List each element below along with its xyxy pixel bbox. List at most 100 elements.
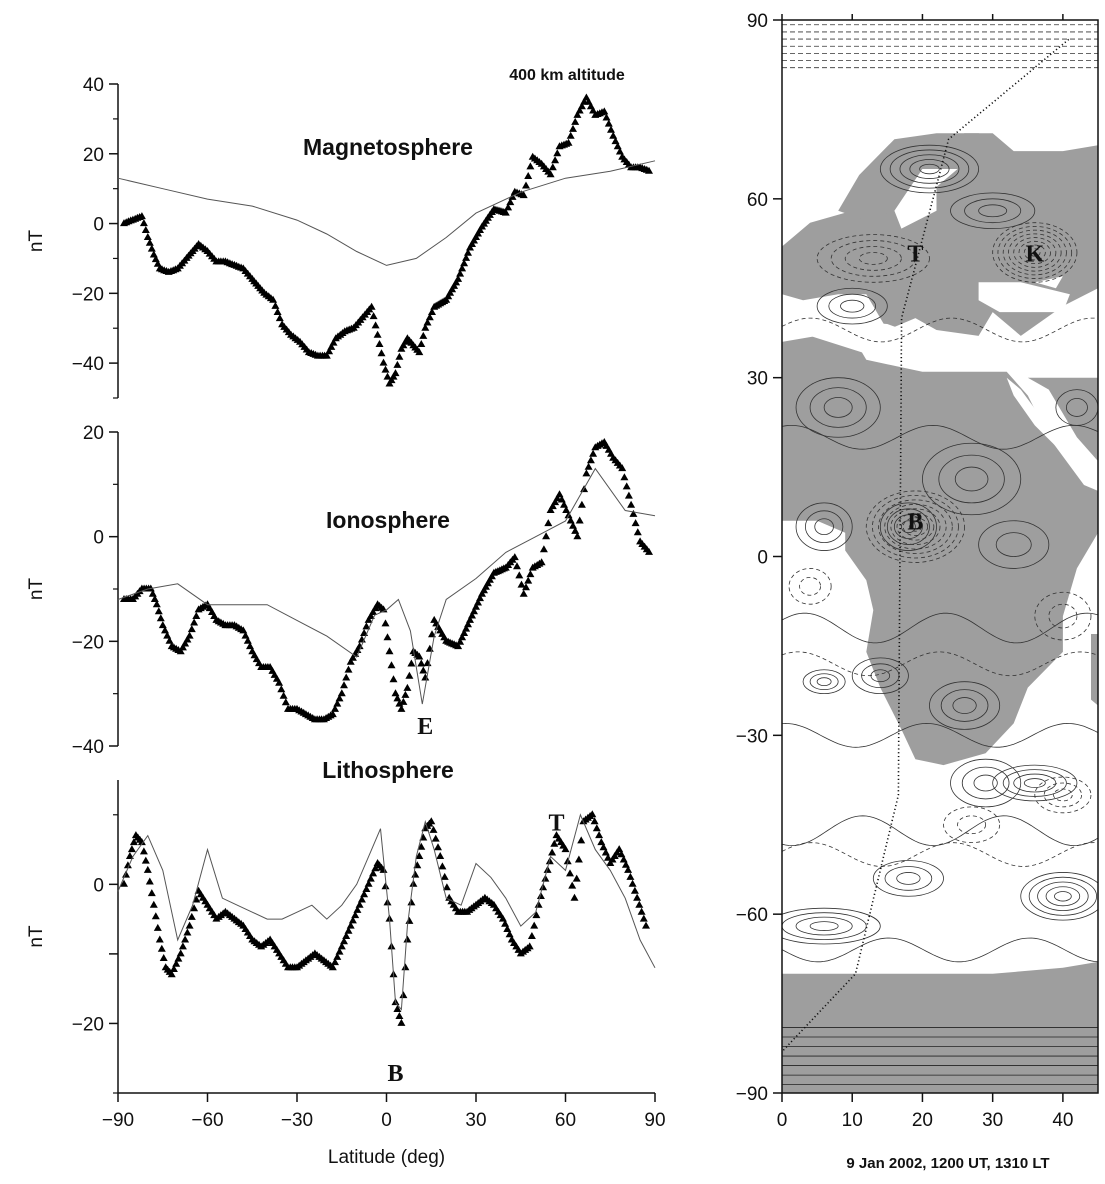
contour-line — [851, 657, 909, 695]
y-tick-label: 0 — [93, 528, 104, 549]
data-point — [417, 842, 426, 850]
data-point — [178, 942, 187, 950]
contour-line — [1054, 891, 1072, 902]
data-point — [333, 952, 342, 960]
data-point — [620, 473, 629, 481]
data-point — [504, 203, 513, 211]
data-point — [172, 959, 181, 967]
data-point — [645, 547, 653, 555]
data-point — [351, 911, 360, 919]
data-point — [165, 636, 174, 644]
panel-lithosphere: 0 −20 nT −90 −60 −30 0 30 60 90 Latitude (deg) Lith… — [26, 757, 666, 1168]
data-point — [464, 248, 472, 256]
data-point — [167, 970, 176, 978]
contour-line — [816, 677, 832, 687]
data-point — [515, 571, 524, 579]
data-point — [399, 991, 408, 999]
data-point — [637, 907, 646, 915]
data-point — [501, 919, 510, 927]
data-point — [601, 848, 610, 856]
marker-label: T — [549, 811, 565, 837]
contour-line — [890, 508, 941, 545]
contour-line — [1048, 603, 1078, 629]
data-point — [145, 238, 154, 246]
contour-line — [861, 663, 900, 689]
data-point — [190, 618, 199, 626]
data-point — [568, 881, 577, 889]
data-point — [401, 690, 410, 698]
data-point — [185, 631, 194, 639]
data-point — [383, 633, 392, 641]
data-point — [590, 817, 599, 825]
contour-line — [782, 651, 1098, 677]
land-mass — [1091, 634, 1098, 706]
contour-line — [961, 766, 1010, 800]
contour-line — [782, 907, 881, 945]
x-tick-label: 0 — [777, 1110, 788, 1131]
data-point — [615, 845, 624, 853]
data-point — [277, 685, 286, 693]
data-point — [571, 526, 580, 534]
data-point — [401, 963, 410, 971]
data-point — [566, 131, 575, 139]
data-point — [566, 869, 574, 877]
data-point — [573, 532, 582, 540]
data-point — [360, 890, 369, 898]
y-tick-label: −90 — [736, 1084, 768, 1105]
y-tick-label: 30 — [747, 369, 768, 390]
data-point — [381, 365, 390, 373]
contour-line — [978, 204, 1008, 218]
data-point — [395, 1012, 404, 1019]
contour-line — [782, 317, 1098, 343]
data-point — [550, 839, 559, 847]
data-point — [328, 710, 337, 718]
contour-line — [802, 669, 846, 695]
data-point — [564, 511, 573, 519]
contour-line — [782, 937, 1098, 963]
y-tick-label: −20 — [72, 632, 104, 653]
contour-line — [809, 673, 839, 691]
data-point — [127, 845, 136, 853]
data-point — [141, 856, 150, 864]
data-point — [159, 954, 168, 961]
contour-line — [795, 916, 853, 936]
data-point — [524, 172, 533, 179]
observation-series — [120, 93, 653, 387]
data-point — [346, 657, 355, 665]
data-point — [275, 314, 284, 322]
contour-line — [964, 198, 1022, 224]
data-point — [366, 612, 375, 619]
data-point — [395, 352, 404, 360]
contour-line — [1023, 244, 1046, 261]
data-point — [348, 916, 357, 924]
panel-title: Lithosphere — [322, 757, 454, 783]
water-area — [1034, 276, 1063, 289]
data-point — [542, 532, 551, 540]
contour-line — [809, 387, 867, 428]
data-point — [460, 629, 469, 636]
data-point — [281, 698, 290, 706]
contour-line — [938, 454, 1005, 504]
data-point — [329, 338, 338, 346]
data-point — [273, 308, 282, 315]
data-point — [178, 643, 187, 651]
data-point — [369, 869, 378, 877]
y-tick-label: 40 — [83, 75, 104, 96]
contour-line — [929, 681, 1001, 730]
data-point — [423, 318, 432, 326]
contour-line — [782, 612, 1098, 644]
contour-line — [1002, 229, 1067, 276]
contour-line — [997, 226, 1073, 279]
contour-line — [919, 163, 940, 175]
data-point — [379, 865, 388, 873]
contour-line — [795, 377, 881, 438]
data-point — [595, 831, 604, 839]
data-point — [407, 659, 416, 667]
contour-line — [823, 397, 853, 418]
data-point — [456, 637, 465, 645]
map-label: T — [907, 241, 923, 267]
data-point — [546, 506, 555, 513]
data-point — [527, 932, 536, 939]
data-point — [137, 212, 146, 220]
contour-line — [884, 866, 933, 891]
